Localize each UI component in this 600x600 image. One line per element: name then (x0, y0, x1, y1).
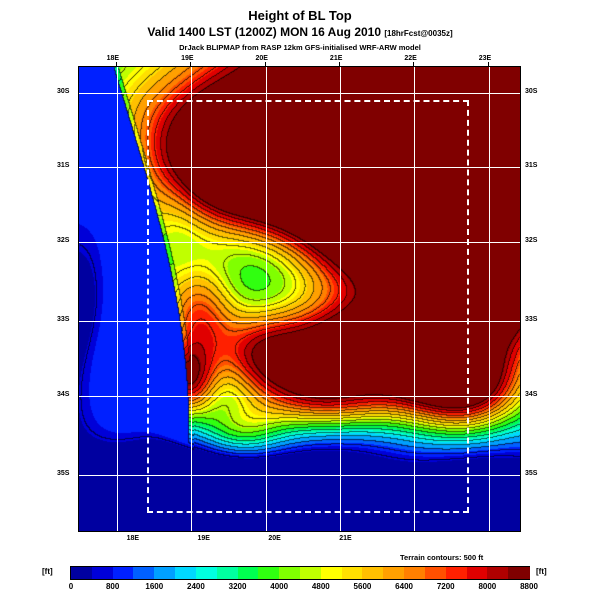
colorbar-segment (508, 567, 530, 579)
x-axis-tick-label: 20E (255, 55, 268, 62)
colorbar-segment (91, 567, 114, 579)
x-axis-tick (190, 62, 192, 66)
y-axis-right-tick-label: 34S (525, 390, 538, 398)
map-plot-area (78, 66, 521, 532)
colorbar-segment (404, 567, 426, 579)
colorbar-tick-label: 1600 (145, 582, 164, 591)
colorbar-segment (320, 567, 343, 579)
y-axis-right-tick-label: 33S (525, 315, 538, 323)
colorbar-segment (383, 567, 405, 579)
colorbar-segment (237, 567, 259, 579)
grid-line-latitude (79, 474, 520, 476)
colorbar-tick-label: 0 (68, 582, 74, 591)
y-axis-tick-label: 32S (57, 236, 70, 244)
colorbar-segment (466, 567, 488, 579)
colorbar-tick-label: 8800 (520, 582, 538, 591)
y-axis-right-tick-label: 35S (525, 469, 538, 477)
colorbar-segment (279, 567, 301, 579)
grid-line-latitude (79, 167, 520, 169)
colorbar-segment (216, 567, 239, 579)
colorbar-segment (112, 567, 135, 579)
colorbar-tick-label: 5600 (353, 582, 372, 591)
y-axis-tick-label: 30S (57, 87, 70, 95)
colorbar-unit-left: [ft] (42, 567, 53, 576)
x-axis-tick (338, 62, 340, 66)
colorbar-tick-label: 4000 (270, 582, 289, 591)
grid-line-latitude (79, 92, 520, 94)
colorbar-tick-label: 800 (105, 582, 120, 591)
colorbar-tick-label: 7200 (436, 582, 455, 591)
y-axis-tick-label: 35S (57, 469, 70, 477)
bl-top-height-field (79, 67, 520, 531)
grid-line-longitude (191, 67, 193, 531)
y-axis-right-tick-label: 30S (525, 87, 538, 95)
grid-line-longitude (339, 67, 341, 531)
grid-line-longitude (116, 67, 118, 531)
x-axis-tick (487, 62, 489, 66)
page-title: Height of BL Top (248, 8, 352, 23)
colorbar-segment (175, 567, 197, 579)
colorbar-tick-label: 8000 (478, 582, 497, 591)
colorbar-segment (195, 567, 218, 579)
x-axis-tick-label: 22E (404, 55, 417, 62)
colorbar-segment (300, 567, 322, 579)
x-axis-tick (413, 62, 415, 66)
inner-domain-box (147, 100, 469, 513)
colorbar: 0 800 1600 2400 3200 4000 4800 5600 6400 7200 8000… (69, 566, 538, 591)
grid-line-longitude (414, 67, 416, 531)
colorbar-segment (487, 567, 509, 579)
x-axis-tick-label: 19E (181, 55, 194, 62)
forecast-stamp: [18hrFcst@0035z] (384, 29, 453, 38)
x-axis-bottom-tick-label: 18E (126, 535, 140, 542)
x-axis-tick-label: 18E (106, 55, 120, 62)
x-axis-tick-label: 21E (329, 55, 343, 62)
grid-line-longitude (265, 67, 267, 531)
colorbar-segment (445, 567, 468, 579)
terrain-contour-note: Terrain contours: 500 ft (400, 553, 484, 562)
y-axis-tick-label: 33S (57, 315, 70, 323)
x-axis-bottom-tick-label: 19E (197, 535, 210, 542)
x-axis-tick-label: 23E (478, 55, 492, 62)
colorbar-tick-label: 4800 (311, 582, 330, 591)
colorbar-segment (154, 567, 176, 579)
y-axis-right-tick-label: 32S (525, 236, 538, 244)
grid-line-longitude (488, 67, 490, 531)
y-axis-tick-label: 31S (57, 162, 70, 170)
colorbar-unit-right: [ft] (536, 567, 547, 576)
colorbar-segment (258, 567, 280, 579)
colorbar-segment (71, 567, 93, 579)
colorbar-segment (362, 567, 384, 579)
colorbar-tick-label: 6400 (395, 582, 413, 591)
colorbar-segment (133, 567, 155, 579)
colorbar-tick-label: 3200 (228, 582, 247, 591)
model-description: DrJack BLIPMAP from RASP 12km GFS-initia… (179, 43, 421, 52)
valid-time-text: Valid 1400 LST (1200Z) MON 16 Aug 2010 (147, 25, 382, 39)
colorbar-tick-label: 2400 (187, 582, 205, 591)
grid-line-latitude (79, 320, 520, 322)
x-axis-bottom-tick-label: 20E (268, 535, 281, 542)
y-axis-right-tick-label: 31S (525, 162, 538, 170)
x-axis-bottom-tick-label: 21E (339, 535, 352, 542)
colorbar-segment (424, 567, 447, 579)
grid-line-latitude (79, 395, 520, 397)
colorbar-segment (341, 567, 364, 579)
colorbar-gradient (70, 566, 530, 580)
grid-line-latitude (79, 241, 520, 243)
x-axis-tick (264, 62, 266, 66)
x-axis-tick (115, 62, 117, 66)
y-axis-tick-label: 34S (57, 390, 70, 398)
chart-subtitle: Valid 1400 LST (1200Z) MON 16 Aug 2010 [… (0, 25, 600, 39)
